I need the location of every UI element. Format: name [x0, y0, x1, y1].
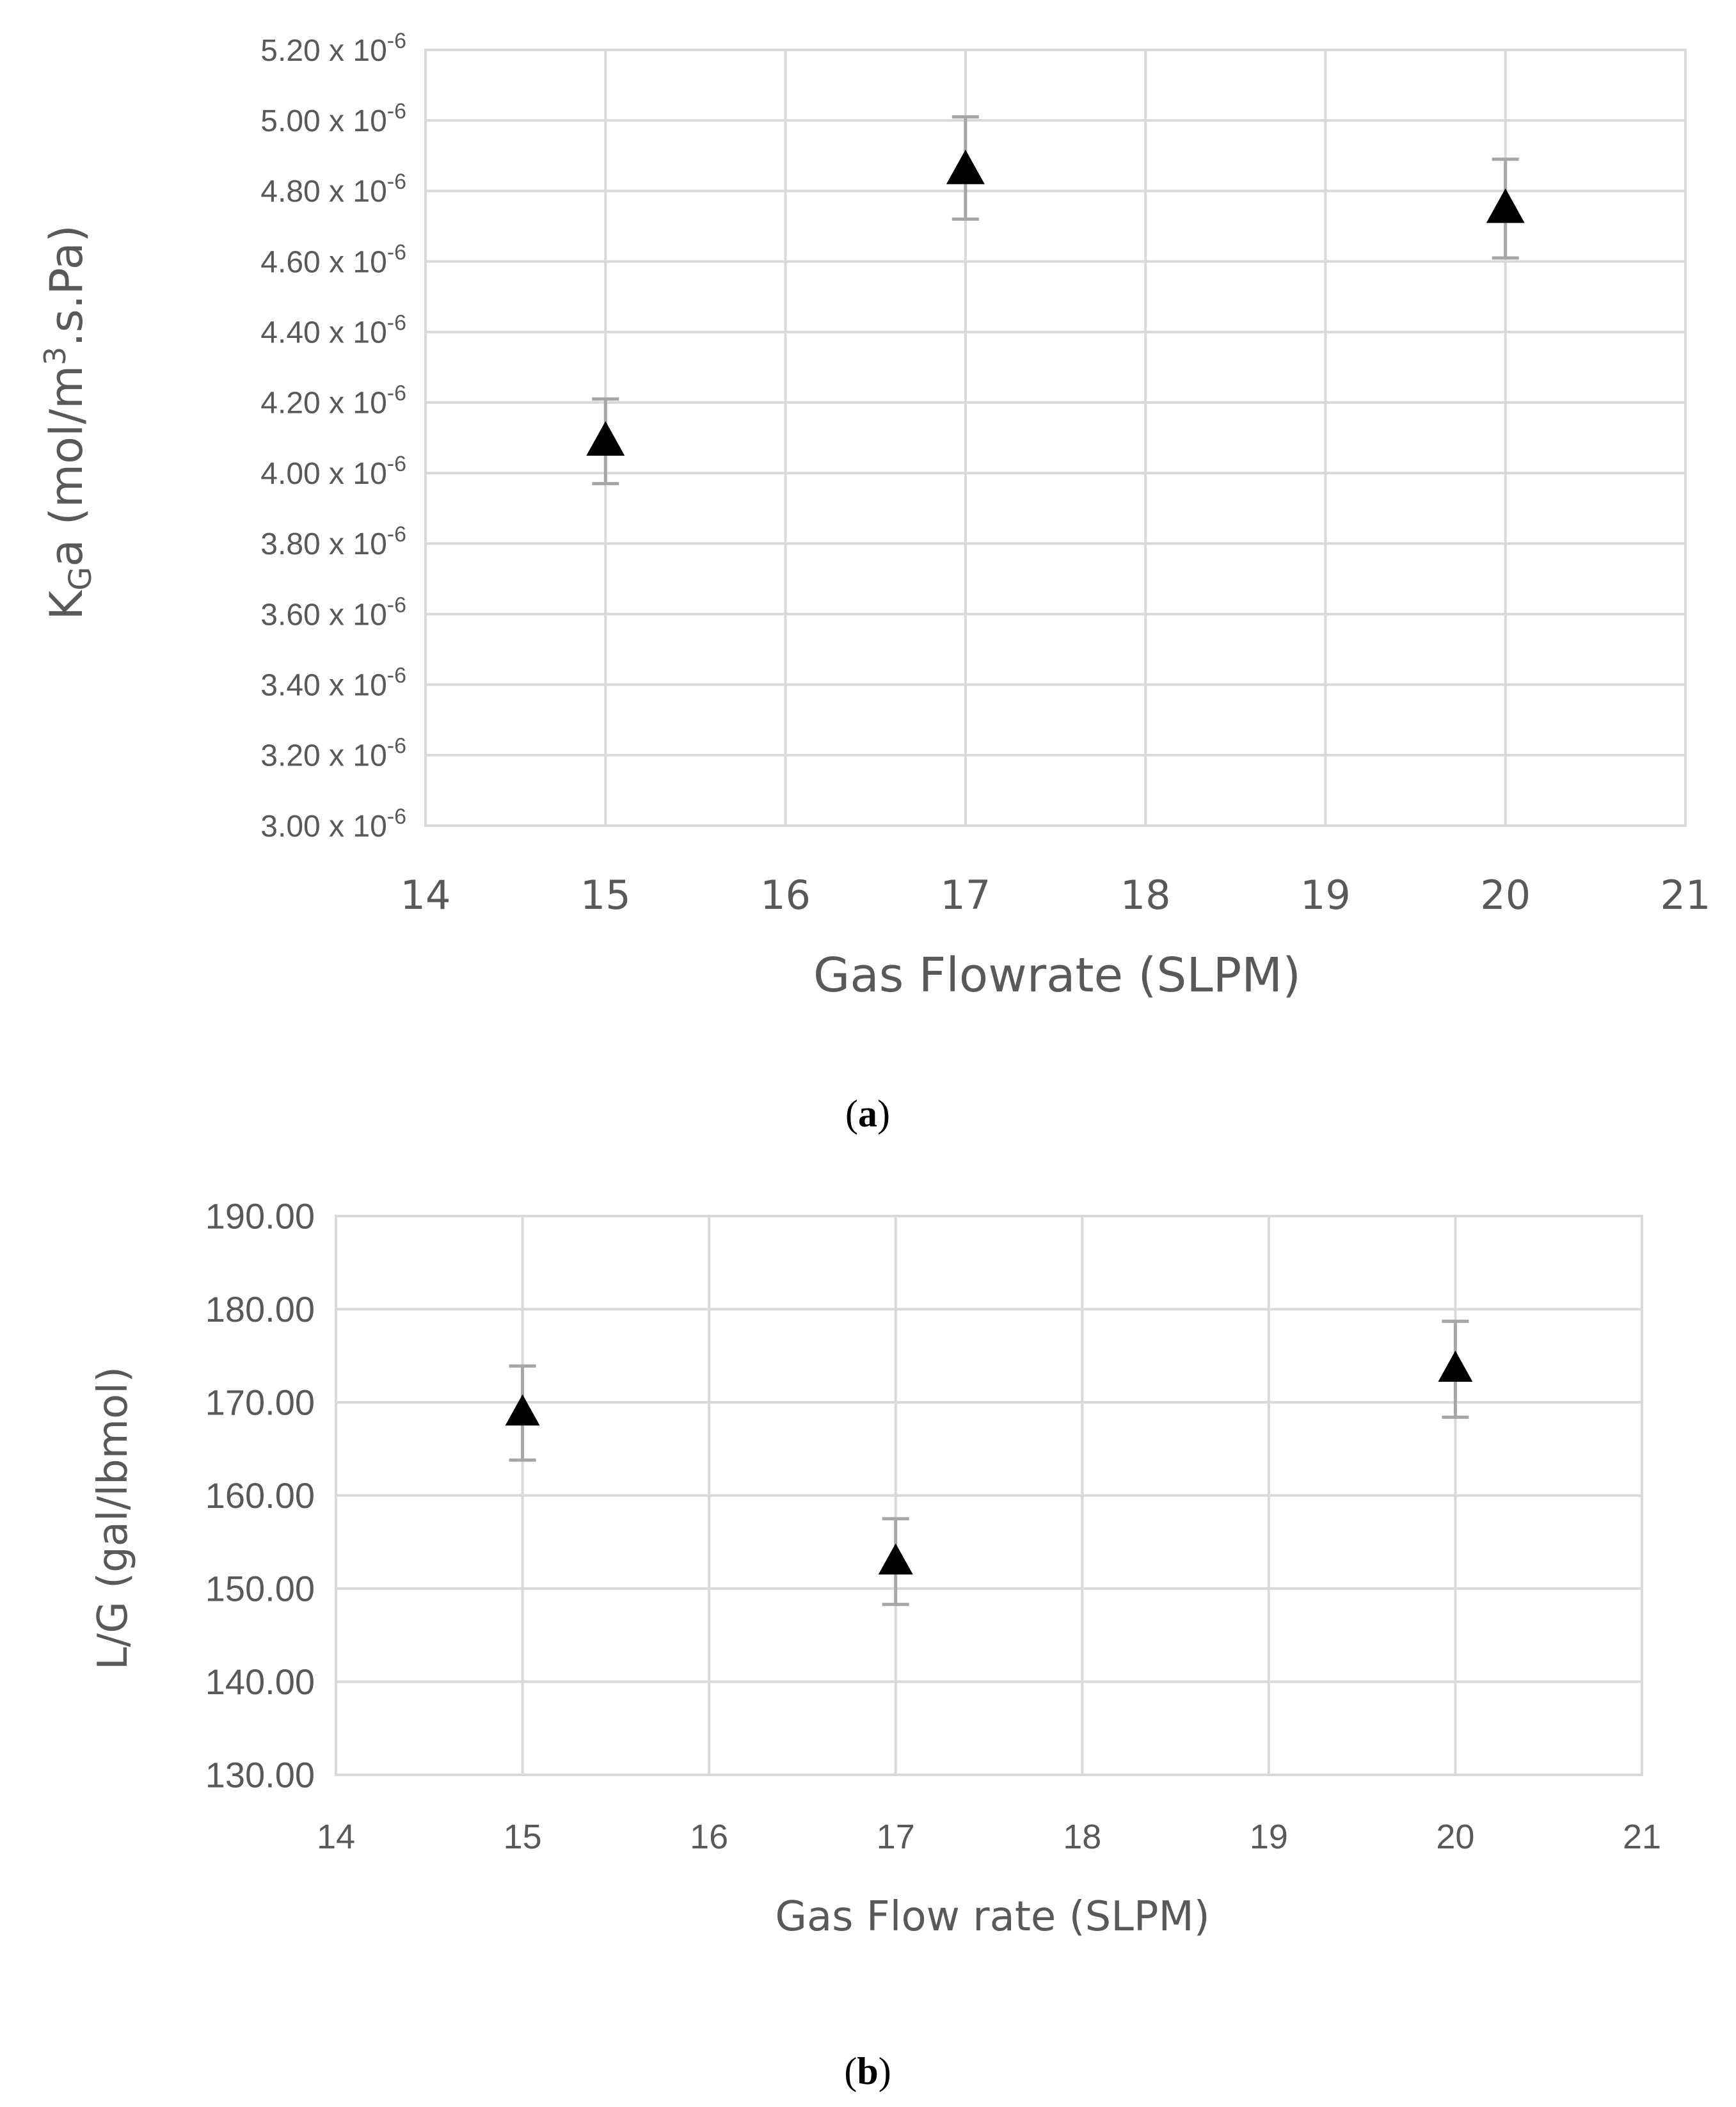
chart-a-x-tick-labels: 14 15 16 17 18 19 20 21 [401, 872, 1711, 918]
chart-a-y-tick-9: 4.80 x 10-6 [260, 170, 406, 209]
chart-a-y-tick-6: 4.20 x 10-6 [260, 381, 406, 421]
chart-a-x-tick-14: 14 [401, 872, 451, 918]
chart-a-y-tick-1: 3.20 x 10-6 [260, 734, 406, 773]
chart-a-gridlines [424, 49, 1687, 827]
chart-a-marker-17 [946, 149, 985, 184]
chart-b-x-tick-20: 20 [1436, 1818, 1474, 1856]
chart-b-data-points [505, 1319, 1473, 1606]
chart-a-caption: (a) [845, 1093, 890, 1135]
chart-a-marker-15 [586, 421, 625, 456]
chart-b-x-tick-17: 17 [877, 1818, 915, 1856]
chart-b-x-tick-18: 18 [1063, 1818, 1101, 1856]
chart-a-y-tick-labels: 3.00 x 10-6 3.20 x 10-6 3.40 x 10-6 3.60 x … [260, 29, 406, 844]
chart-b-y-axis-title: L/G (gal/lbmol) [90, 1366, 137, 1670]
chart-b-x-tick-14: 14 [317, 1818, 355, 1856]
chart-b-marker-20 [1438, 1350, 1473, 1382]
chart-a-y-tick-10: 5.00 x 10-6 [260, 99, 406, 138]
chart-b-marker-15 [505, 1394, 540, 1426]
chart-b-y-tick-0: 130.00 [205, 1755, 315, 1795]
chart-a-point-20 [1486, 157, 1525, 260]
chart-b: 130.00 140.00 150.00 160.00 170.00 180.00 190.… [90, 1196, 1661, 2092]
chart-a-x-tick-21: 21 [1660, 872, 1711, 918]
chart-b-point-20 [1438, 1319, 1473, 1419]
chart-b-y-tick-3: 160.00 [205, 1475, 315, 1516]
chart-b-caption: (b) [844, 2050, 891, 2092]
chart-a-y-tick-11: 5.20 x 10-6 [260, 29, 406, 68]
chart-a-x-tick-16: 16 [760, 872, 811, 918]
chart-a-y-tick-0: 3.00 x 10-6 [260, 805, 406, 844]
chart-b-gridlines [335, 1215, 1643, 1776]
chart-a-data-points [586, 115, 1525, 486]
chart-a-x-tick-20: 20 [1480, 872, 1531, 918]
chart-b-y-tick-1: 140.00 [205, 1662, 315, 1702]
chart-b-y-tick-5: 180.00 [205, 1289, 315, 1329]
chart-b-y-tick-2: 150.00 [205, 1569, 315, 1609]
chart-b-y-tick-4: 170.00 [205, 1382, 315, 1423]
chart-a-y-tick-2: 3.40 x 10-6 [260, 663, 406, 702]
chart-b-x-axis-title: Gas Flow rate (SLPM) [775, 1893, 1209, 1941]
chart-b-x-tick-labels: 14 15 16 17 18 19 20 21 [317, 1818, 1661, 1856]
chart-a-y-tick-8: 4.60 x 10-6 [260, 240, 406, 279]
chart-a-x-tick-17: 17 [940, 872, 991, 918]
chart-a-x-tick-19: 19 [1300, 872, 1351, 918]
chart-a-y-tick-4: 3.80 x 10-6 [260, 522, 406, 561]
chart-a-y-tick-3: 3.60 x 10-6 [260, 593, 406, 632]
chart-a-y-tick-7: 4.40 x 10-6 [260, 311, 406, 350]
chart-b-x-tick-15: 15 [504, 1818, 542, 1856]
chart-a-marker-20 [1486, 188, 1525, 223]
chart-a-x-tick-15: 15 [580, 872, 631, 918]
chart-a-plot-area [424, 49, 1687, 827]
chart-a-y-tick-5: 4.00 x 10-6 [260, 452, 406, 491]
chart-b-x-tick-16: 16 [690, 1818, 728, 1856]
chart-a-point-17 [946, 115, 985, 221]
chart-b-x-tick-21: 21 [1623, 1818, 1661, 1856]
chart-b-point-17 [878, 1517, 913, 1606]
chart-b-marker-17 [878, 1543, 913, 1575]
chart-a-x-tick-18: 18 [1120, 872, 1171, 918]
chart-b-y-tick-labels: 130.00 140.00 150.00 160.00 170.00 180.00 190.… [205, 1196, 315, 1795]
chart-a-x-axis-title: Gas Flowrate (SLPM) [813, 948, 1301, 1003]
chart-b-y-tick-6: 190.00 [205, 1196, 315, 1237]
chart-b-point-15 [505, 1364, 540, 1462]
chart-a-y-axis-title: KGa (mol/m3.s.Pa) [38, 225, 99, 620]
chart-b-plot-area [335, 1215, 1643, 1776]
chart-a-point-15 [586, 397, 625, 486]
chart-a: 3.00 x 10-6 3.20 x 10-6 3.40 x 10-6 3.60 x … [38, 29, 1710, 1135]
chart-b-x-tick-19: 19 [1250, 1818, 1288, 1856]
